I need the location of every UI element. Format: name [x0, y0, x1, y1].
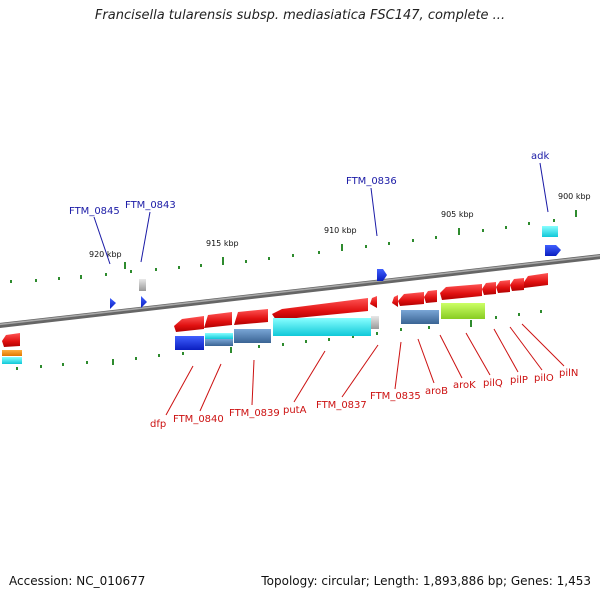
scale-label: 920 kbp — [89, 250, 122, 259]
gene-label: FTM_0843 — [125, 200, 176, 211]
gene-label: adk — [531, 151, 549, 162]
upper-tick-row — [10, 210, 577, 283]
gene-ftm-0836-arrow — [377, 269, 387, 281]
gene-ftm-0843-arrow — [141, 296, 147, 308]
gene-label: pilN — [559, 368, 578, 379]
scale-labels: 900 kbp 905 kbp 910 kbp 915 kbp 920 kbp — [89, 192, 591, 259]
block-left-cyan — [2, 357, 22, 364]
gene-pilq — [440, 284, 482, 300]
gene-label: FTM_0840 — [173, 414, 224, 425]
scale-label: 905 kbp — [441, 210, 474, 219]
gene-pil-extra — [524, 273, 548, 288]
gene-label: aroK — [453, 380, 476, 391]
gene-ftm-0845-arrow — [110, 298, 116, 309]
block-ftm-0840-steel — [205, 339, 233, 346]
gene-label: putA — [283, 405, 307, 416]
lower-leaders — [165, 323, 565, 416]
gene-adk-cyan — [542, 226, 558, 237]
reverse-colored-blocks — [2, 303, 485, 364]
gene-label: FTM_0835 — [370, 391, 421, 402]
block-ftm-0839-steel — [234, 329, 271, 343]
gene-label: dfp — [150, 419, 166, 430]
gene-adk-blue — [545, 245, 561, 256]
scale-label: 910 kbp — [324, 226, 357, 235]
gene-ftm-0835 — [392, 295, 398, 307]
gene-dfp — [174, 316, 204, 332]
gene-label: pilP — [510, 375, 528, 386]
gene-label: FTM_0836 — [346, 176, 397, 187]
upper-features — [110, 226, 561, 309]
block-dfp-blue — [175, 336, 204, 350]
gene-label: aroB — [425, 386, 448, 397]
gene-pilp — [482, 282, 496, 295]
gene-label: pilQ — [483, 378, 503, 389]
gene-arok — [424, 290, 437, 303]
gene-ftm-0837 — [370, 296, 377, 308]
block-ftm-0837-gray — [371, 316, 379, 329]
scale-label: 900 kbp — [558, 192, 591, 201]
gene-piln — [510, 278, 524, 291]
upper-leaders — [93, 162, 549, 265]
map-title: Francisella tularensis subsp. mediasiati… — [94, 8, 506, 23]
gene-pilo — [496, 280, 510, 293]
gene-gray-block — [139, 279, 146, 291]
block-left-orange — [2, 350, 22, 356]
scale-label: 915 kbp — [206, 239, 239, 248]
lower-gene-labels: dfp FTM_0840 FTM_0839 putA FTM_0837 FTM_… — [150, 368, 578, 430]
gene-label: FTM_0845 — [69, 206, 120, 217]
upper-gene-labels: adk FTM_0836 FTM_0843 FTM_0845 — [69, 151, 549, 217]
topology-text: Topology: circular; Length: 1,893,886 bp… — [261, 574, 591, 588]
gene-label: FTM_0837 — [316, 400, 367, 411]
gene-puta — [272, 298, 368, 320]
block-ftm-0840-cyan — [205, 333, 233, 339]
block-pilq-lime — [441, 303, 485, 319]
block-puta-cyan — [273, 318, 371, 336]
gene-arob — [398, 292, 424, 306]
accession-text: Accession: NC_010677 — [9, 574, 146, 588]
gene-label: FTM_0839 — [229, 408, 280, 419]
gene-label: pilO — [534, 373, 554, 384]
gene-ftm-0839 — [234, 309, 268, 325]
gene-left-edge — [2, 333, 20, 347]
gene-ftm-0840 — [204, 312, 232, 328]
block-arob-steel — [401, 310, 439, 324]
reverse-red-genes — [2, 273, 548, 347]
